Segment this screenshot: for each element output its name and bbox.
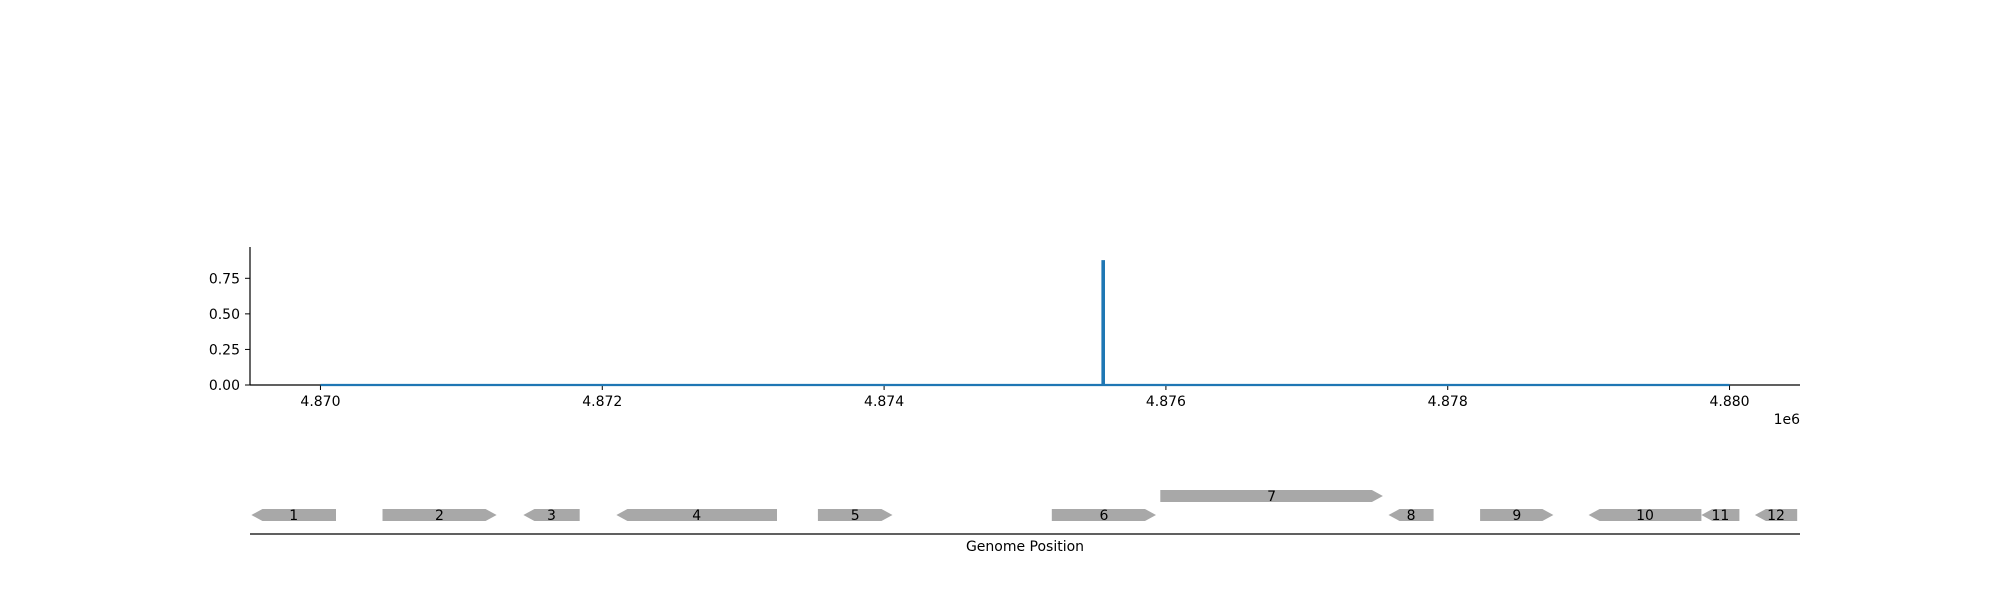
gene-label: 10	[1636, 508, 1654, 524]
gene-label: 11	[1711, 508, 1729, 524]
y-tick-label: 0.25	[209, 342, 240, 358]
gene-arrow	[1588, 509, 1702, 521]
gene-label: 7	[1267, 489, 1276, 505]
gene-arrow	[616, 509, 777, 521]
x-tick-label: 4.874	[864, 394, 904, 410]
x-tick-label: 4.870	[300, 394, 340, 410]
gene-arrow	[1388, 509, 1434, 521]
gene-label: 8	[1407, 508, 1416, 524]
gene-arrow	[1754, 509, 1798, 521]
gene-label: 5	[851, 508, 860, 524]
x-tick-label: 4.872	[582, 394, 622, 410]
gene-arrow	[523, 509, 580, 521]
gene-arrow	[1160, 490, 1383, 502]
gene-label: 4	[692, 508, 701, 524]
gene-arrow	[1701, 509, 1740, 521]
gene-arrow	[251, 509, 336, 521]
x-tick-label: 4.878	[1428, 394, 1468, 410]
y-tick-label: 0.50	[209, 307, 240, 323]
x-tick-label: 4.876	[1146, 394, 1186, 410]
gene-label: 2	[435, 508, 444, 524]
y-tick-label: 0.00	[209, 378, 240, 394]
y-tick-label: 0.75	[209, 271, 240, 287]
series-line	[320, 260, 1730, 387]
gene-arrow	[817, 509, 893, 521]
gene-arrow	[1051, 509, 1156, 521]
gene-label: 6	[1099, 508, 1108, 524]
gene-label: 1	[289, 508, 298, 524]
gene-arrow	[1480, 509, 1554, 521]
x-axis-label: Genome Position	[966, 539, 1084, 555]
gene-label: 9	[1512, 508, 1521, 524]
x-tick-label: 4.880	[1709, 394, 1749, 410]
gene-label: 3	[547, 508, 556, 524]
gene-arrow	[382, 509, 497, 521]
gene-label: 12	[1767, 508, 1785, 524]
x-offset-label: 1e6	[1774, 412, 1801, 428]
